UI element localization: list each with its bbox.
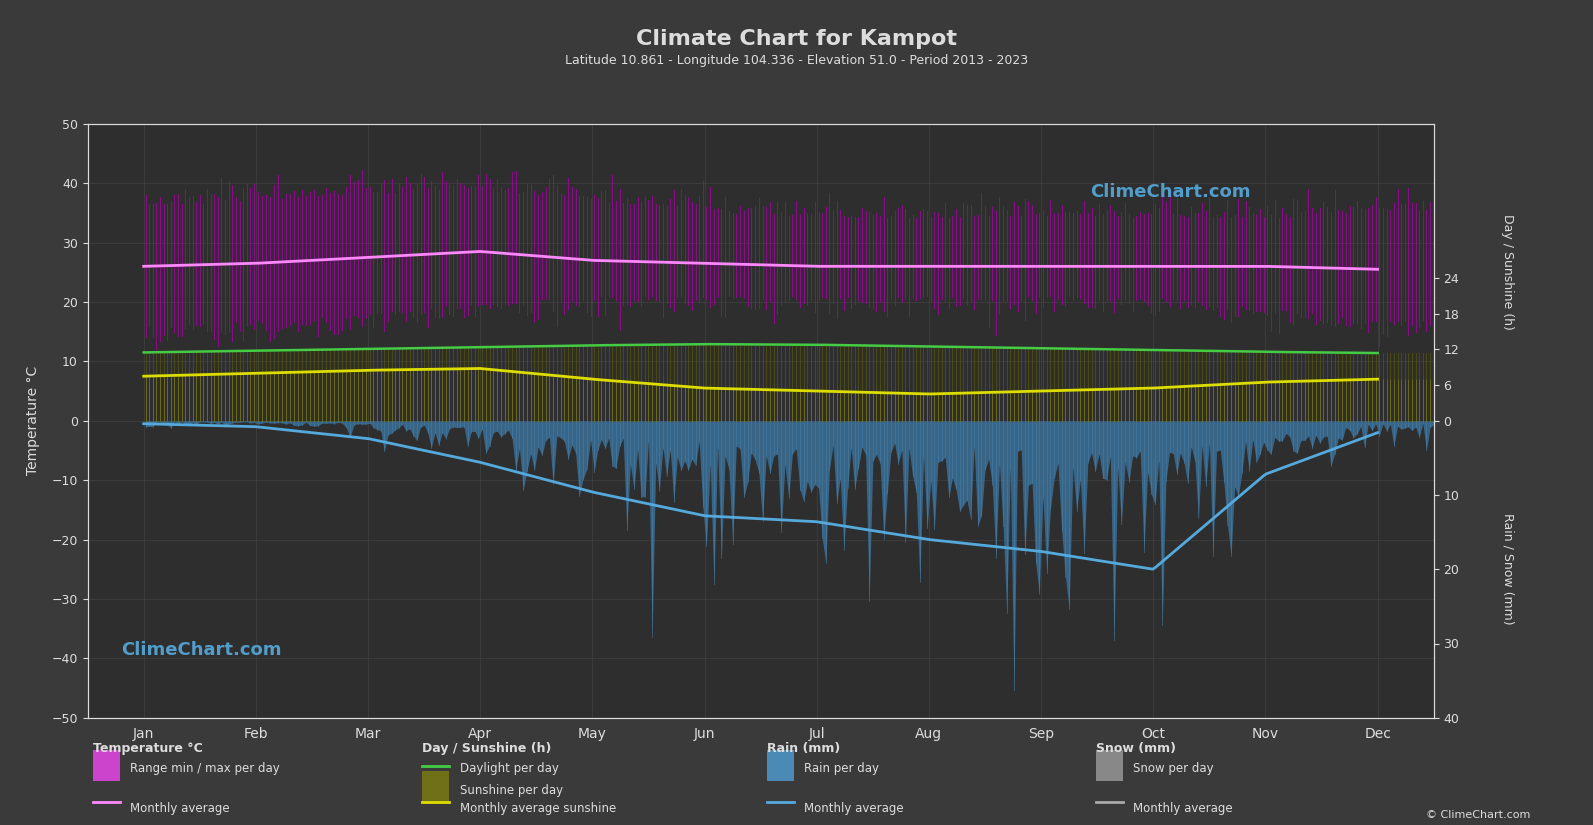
Y-axis label: Temperature °C: Temperature °C (25, 366, 40, 475)
Text: Snow (mm): Snow (mm) (1096, 742, 1176, 755)
Text: Rain (mm): Rain (mm) (766, 742, 840, 755)
Text: ClimeChart.com: ClimeChart.com (121, 640, 282, 658)
Text: Snow per day: Snow per day (1134, 762, 1214, 776)
Text: Latitude 10.861 - Longitude 104.336 - Elevation 51.0 - Period 2013 - 2023: Latitude 10.861 - Longitude 104.336 - El… (566, 54, 1027, 67)
Text: Monthly average: Monthly average (1134, 802, 1233, 815)
Text: Monthly average: Monthly average (804, 802, 903, 815)
Text: Climate Chart for Kampot: Climate Chart for Kampot (636, 29, 957, 49)
Bar (766, 750, 793, 781)
Text: ClimeChart.com: ClimeChart.com (1091, 183, 1251, 201)
Bar (1096, 750, 1123, 781)
Text: Day / Sunshine (h): Day / Sunshine (h) (1501, 214, 1515, 330)
Text: Temperature °C: Temperature °C (92, 742, 202, 755)
Bar (422, 771, 449, 802)
Text: Rain per day: Rain per day (804, 762, 879, 776)
Text: Daylight per day: Daylight per day (460, 762, 559, 776)
Text: © ClimeChart.com: © ClimeChart.com (1426, 810, 1531, 820)
Text: Monthly average: Monthly average (131, 802, 229, 815)
Text: Monthly average sunshine: Monthly average sunshine (460, 802, 616, 815)
Bar (92, 750, 119, 781)
Text: Rain / Snow (mm): Rain / Snow (mm) (1501, 513, 1515, 625)
Text: Day / Sunshine (h): Day / Sunshine (h) (422, 742, 551, 755)
Text: Sunshine per day: Sunshine per day (460, 784, 562, 797)
Text: Range min / max per day: Range min / max per day (131, 762, 280, 776)
